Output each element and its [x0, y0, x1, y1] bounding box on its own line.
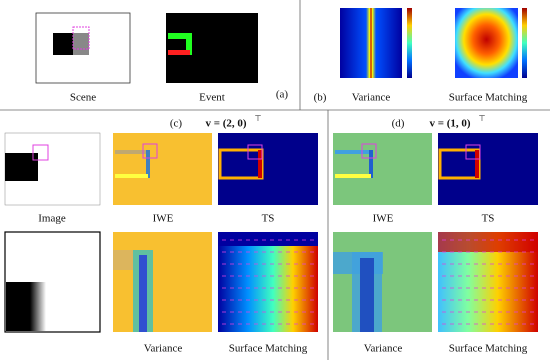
caption: TS: [482, 213, 495, 225]
velocity: v = (2, 0): [205, 118, 246, 130]
variance-heatmap: [340, 8, 402, 78]
caption: TS: [262, 213, 275, 225]
panel-label: (b): [314, 92, 327, 104]
caption: Event: [199, 92, 225, 104]
surface-zoom: [218, 232, 318, 332]
caption: Variance: [144, 343, 183, 355]
ts-image: [218, 133, 318, 205]
caption: Scene: [70, 92, 96, 104]
caption: Variance: [364, 343, 403, 355]
input-image: [4, 132, 101, 206]
caption: Surface Matching: [229, 343, 308, 355]
surface-heatmap: [455, 8, 518, 78]
caption: Variance: [352, 92, 391, 104]
iwe-image: [113, 133, 212, 205]
scene-image: [35, 12, 131, 84]
iwe-image: [333, 133, 432, 205]
zoomed-image: [4, 231, 101, 333]
caption: Image: [38, 213, 66, 225]
caption: IWE: [373, 213, 394, 225]
velocity: v = (1, 0): [429, 118, 470, 130]
panel-label: (d): [392, 118, 405, 130]
panel-label: (c): [170, 118, 183, 130]
event-image: [166, 13, 258, 83]
ts-image: [438, 133, 538, 205]
surface-zoom: [438, 232, 538, 332]
superscript: ⊤: [479, 114, 486, 123]
colorbar: [522, 8, 527, 78]
caption: IWE: [153, 213, 174, 225]
variance-zoom: [333, 232, 432, 332]
caption: Surface Matching: [449, 343, 528, 355]
colorbar: [407, 8, 412, 78]
caption: Surface Matching: [449, 92, 528, 104]
superscript: ⊤: [255, 114, 262, 123]
panel-label: (a): [276, 89, 289, 101]
variance-zoom: [113, 232, 212, 332]
